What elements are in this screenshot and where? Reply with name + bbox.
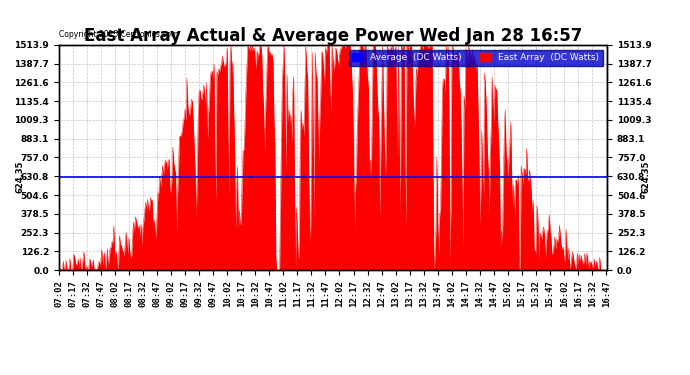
Text: 624.35: 624.35 <box>15 161 24 194</box>
Legend: Average  (DC Watts), East Array  (DC Watts): Average (DC Watts), East Array (DC Watts… <box>348 50 602 66</box>
Text: 624.35: 624.35 <box>642 161 651 194</box>
Text: Copyright 2015 Certronics.com: Copyright 2015 Certronics.com <box>59 30 178 39</box>
Title: East Array Actual & Average Power Wed Jan 28 16:57: East Array Actual & Average Power Wed Ja… <box>83 27 582 45</box>
